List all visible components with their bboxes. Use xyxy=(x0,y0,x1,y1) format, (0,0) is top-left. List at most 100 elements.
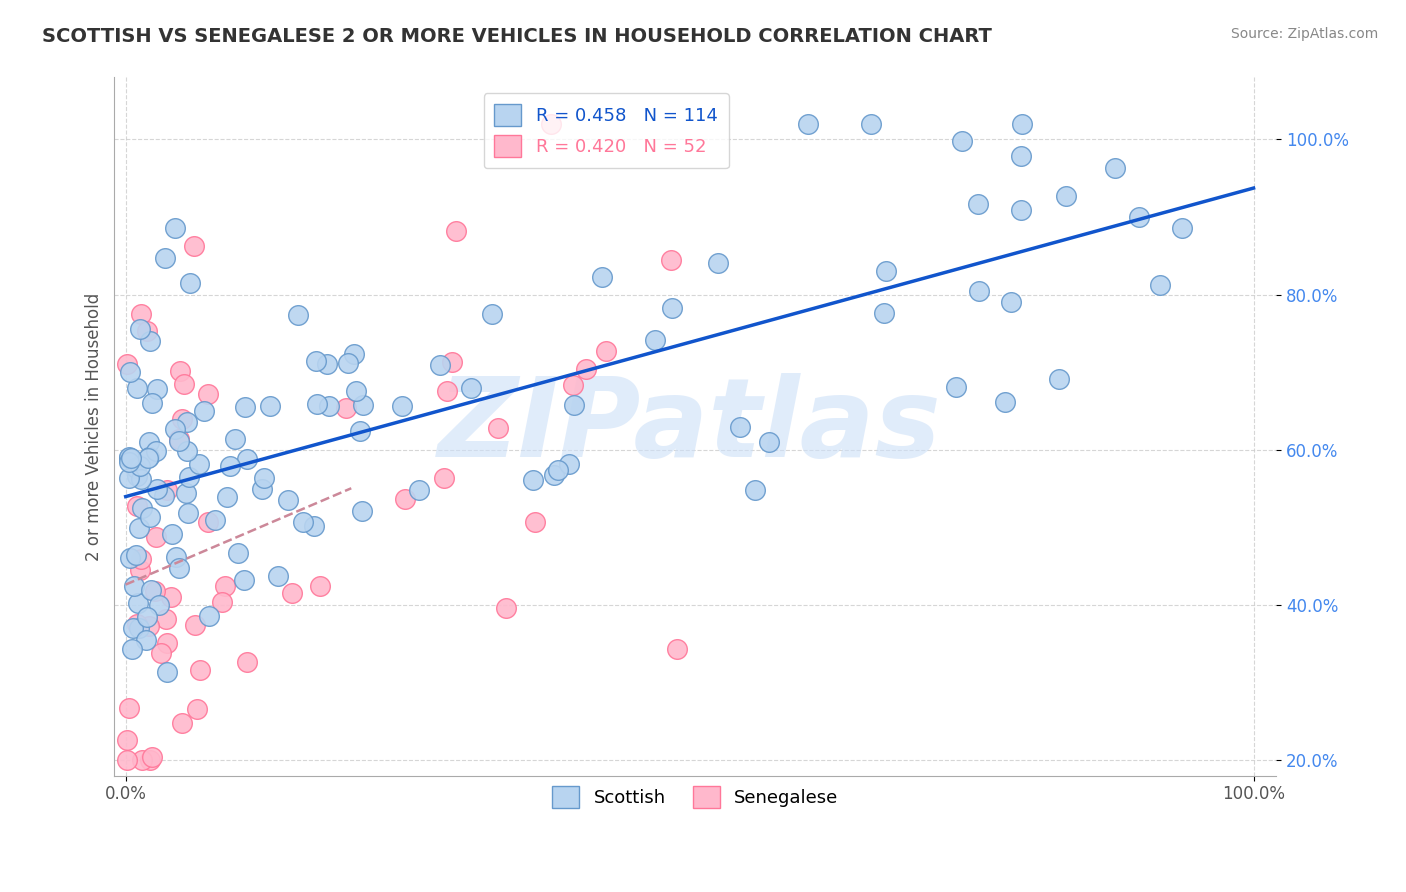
Point xyxy=(118,454,141,468)
Point xyxy=(160,527,183,541)
Point xyxy=(118,450,141,465)
Point xyxy=(176,486,198,500)
Point xyxy=(259,399,281,413)
Point xyxy=(163,221,186,235)
Point xyxy=(394,492,416,507)
Point xyxy=(170,411,193,425)
Point xyxy=(860,117,883,131)
Point xyxy=(197,515,219,529)
Point xyxy=(127,596,149,610)
Point xyxy=(226,546,249,560)
Point xyxy=(179,276,201,290)
Point xyxy=(198,609,221,624)
Point xyxy=(121,642,143,657)
Point xyxy=(436,384,458,398)
Point xyxy=(211,595,233,609)
Point xyxy=(540,117,562,131)
Point xyxy=(118,701,141,715)
Point xyxy=(183,239,205,253)
Point xyxy=(170,715,193,730)
Point xyxy=(115,732,138,747)
Legend: Scottish, Senegalese: Scottish, Senegalese xyxy=(544,779,846,815)
Point xyxy=(1047,372,1070,386)
Point xyxy=(1011,117,1033,131)
Point xyxy=(167,434,190,448)
Point xyxy=(446,224,468,238)
Point xyxy=(302,519,325,533)
Point xyxy=(131,501,153,516)
Point xyxy=(352,503,374,517)
Point xyxy=(543,468,565,483)
Point xyxy=(1000,295,1022,310)
Point xyxy=(644,333,666,347)
Point xyxy=(143,584,166,599)
Point xyxy=(156,636,179,650)
Point xyxy=(318,400,340,414)
Point xyxy=(344,384,367,399)
Point xyxy=(440,354,463,368)
Point xyxy=(233,400,256,414)
Point xyxy=(337,356,360,370)
Point xyxy=(131,753,153,767)
Point xyxy=(115,358,138,372)
Point xyxy=(875,264,897,278)
Point xyxy=(218,459,240,474)
Point xyxy=(277,493,299,508)
Point xyxy=(433,471,456,485)
Point xyxy=(250,482,273,496)
Text: Source: ZipAtlas.com: Source: ZipAtlas.com xyxy=(1230,27,1378,41)
Point xyxy=(304,353,326,368)
Point xyxy=(128,521,150,535)
Point xyxy=(707,255,730,269)
Point xyxy=(305,397,328,411)
Point xyxy=(125,461,148,475)
Point xyxy=(160,590,183,604)
Point xyxy=(1128,210,1150,224)
Point xyxy=(291,515,314,529)
Point xyxy=(138,618,160,632)
Point xyxy=(141,749,163,764)
Point xyxy=(666,642,689,657)
Point xyxy=(967,197,990,211)
Point xyxy=(115,753,138,767)
Point xyxy=(204,514,226,528)
Point xyxy=(165,422,187,436)
Point xyxy=(1054,189,1077,203)
Point xyxy=(797,117,820,131)
Point xyxy=(524,515,547,529)
Point xyxy=(287,308,309,322)
Point xyxy=(486,421,509,435)
Point xyxy=(952,134,974,148)
Text: SCOTTISH VS SENEGALESE 2 OR MORE VEHICLES IN HOUSEHOLD CORRELATION CHART: SCOTTISH VS SENEGALESE 2 OR MORE VEHICLE… xyxy=(42,27,993,45)
Point xyxy=(186,702,208,716)
Point xyxy=(561,377,583,392)
Point xyxy=(139,510,162,524)
Point xyxy=(139,582,162,597)
Point xyxy=(184,617,207,632)
Point xyxy=(135,324,157,338)
Point xyxy=(141,396,163,410)
Point xyxy=(1171,221,1194,235)
Point xyxy=(169,433,191,447)
Point xyxy=(758,434,780,449)
Point xyxy=(744,483,766,497)
Point xyxy=(169,363,191,377)
Point xyxy=(139,753,162,767)
Y-axis label: 2 or more Vehicles in Household: 2 or more Vehicles in Household xyxy=(86,293,103,560)
Point xyxy=(150,646,173,660)
Point xyxy=(121,621,143,635)
Point xyxy=(176,443,198,458)
Point xyxy=(308,579,330,593)
Point xyxy=(188,457,211,471)
Point xyxy=(153,251,176,265)
Point xyxy=(129,307,152,321)
Point xyxy=(267,569,290,583)
Point xyxy=(659,253,682,268)
Point xyxy=(118,551,141,566)
Point xyxy=(165,550,187,565)
Point xyxy=(1104,161,1126,175)
Point xyxy=(591,269,613,284)
Point xyxy=(177,470,200,484)
Point xyxy=(120,365,142,379)
Point xyxy=(120,450,142,465)
